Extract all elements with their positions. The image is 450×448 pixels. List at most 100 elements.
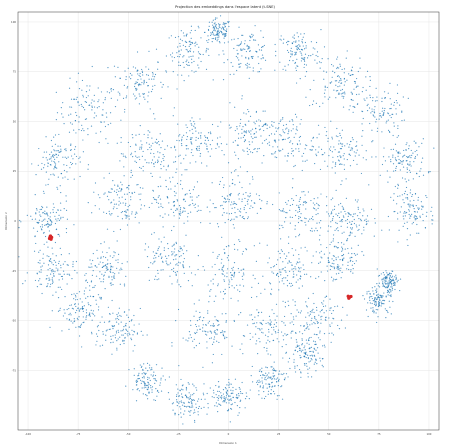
scatter-point <box>238 314 240 316</box>
scatter-point <box>79 175 81 178</box>
scatter-point <box>82 106 85 109</box>
scatter-point <box>415 142 417 144</box>
scatter-point <box>183 413 185 415</box>
scatter-point <box>136 379 138 381</box>
scatter-point <box>173 225 175 228</box>
scatter-point <box>248 58 250 60</box>
scatter-point <box>396 136 398 138</box>
scatter-point <box>284 138 286 140</box>
scatter-point <box>76 96 78 98</box>
scatter-point <box>417 207 419 209</box>
scatter-point <box>337 264 339 266</box>
scatter-point <box>267 262 269 264</box>
scatter-point <box>395 113 397 115</box>
scatter-point <box>56 220 58 222</box>
scatter-point <box>221 214 224 216</box>
scatter-point <box>108 191 110 193</box>
scatter-point <box>65 148 67 150</box>
scatter-point <box>207 284 209 286</box>
scatter-point <box>89 315 91 317</box>
scatter-point <box>105 330 107 332</box>
scatter-point <box>126 193 128 195</box>
scatter-point <box>110 201 113 203</box>
scatter-point <box>318 146 320 148</box>
scatter-point <box>93 100 95 102</box>
scatter-point <box>152 73 154 75</box>
scatter-point <box>120 321 122 323</box>
scatter-point <box>268 144 271 146</box>
scatter-point <box>304 345 306 347</box>
scatter-point <box>98 306 100 308</box>
scatter-point <box>72 266 74 268</box>
scatter-point <box>369 293 372 295</box>
scatter-point <box>283 38 285 40</box>
scatter-point <box>287 200 289 202</box>
scatter-point <box>343 153 345 155</box>
scatter-point <box>266 143 269 145</box>
scatter-point <box>100 281 102 283</box>
scatter-point <box>289 322 291 324</box>
scatter-point <box>147 378 149 381</box>
scatter-point <box>233 276 235 278</box>
scatter-point <box>278 370 281 372</box>
scatter-point <box>199 118 201 120</box>
scatter-point <box>116 194 119 196</box>
scatter-point <box>258 70 261 73</box>
scatter-point <box>306 324 308 326</box>
scatter-point <box>240 399 242 401</box>
scatter-point <box>357 208 359 210</box>
scatter-point <box>241 392 244 395</box>
scatter-point <box>189 162 191 164</box>
scatter-point <box>212 278 214 280</box>
scatter-point <box>389 306 391 308</box>
highlight-point <box>349 294 353 299</box>
scatter-point <box>332 209 334 211</box>
scatter-point <box>381 97 383 99</box>
scatter-point <box>100 296 102 299</box>
scatter-point <box>122 202 124 204</box>
scatter-point <box>230 219 232 222</box>
scatter-point <box>203 269 206 271</box>
scatter-point <box>211 396 213 398</box>
scatter-point <box>139 148 141 150</box>
scatter-point <box>288 252 290 254</box>
scatter-point <box>93 286 95 288</box>
scatter-point <box>174 412 176 414</box>
scatter-point <box>333 255 335 257</box>
scatter-point <box>198 67 200 69</box>
scatter-point <box>157 151 159 153</box>
scatter-point <box>354 106 356 108</box>
scatter-point <box>316 137 318 139</box>
scatter-point <box>244 204 246 207</box>
scatter-point <box>119 343 121 346</box>
scatter-point <box>141 373 143 375</box>
scatter-point <box>306 250 308 252</box>
scatter-point <box>98 208 100 210</box>
scatter-point <box>205 136 207 138</box>
scatter-point <box>42 253 44 255</box>
scatter-point <box>105 339 107 341</box>
scatter-point <box>246 64 248 67</box>
scatter-point <box>254 39 257 41</box>
scatter-point <box>194 123 196 125</box>
scatter-point <box>295 133 297 135</box>
scatter-point <box>339 85 341 87</box>
scatter-point <box>173 161 175 163</box>
scatter-point <box>309 89 311 91</box>
scatter-point <box>287 376 289 378</box>
scatter-point <box>104 192 106 194</box>
scatter-point <box>341 232 343 234</box>
scatter-point <box>109 262 111 265</box>
scatter-point <box>321 154 323 156</box>
scatter-point <box>187 340 189 342</box>
scatter-point <box>146 81 148 84</box>
scatter-point <box>379 299 381 301</box>
scatter-point <box>355 260 357 262</box>
scatter-point <box>45 184 47 186</box>
scatter-point <box>163 247 165 249</box>
scatter-point <box>132 93 135 95</box>
scatter-point <box>240 269 242 271</box>
scatter-point <box>257 44 260 46</box>
scatter-point <box>37 164 39 166</box>
scatter-point <box>197 414 199 416</box>
